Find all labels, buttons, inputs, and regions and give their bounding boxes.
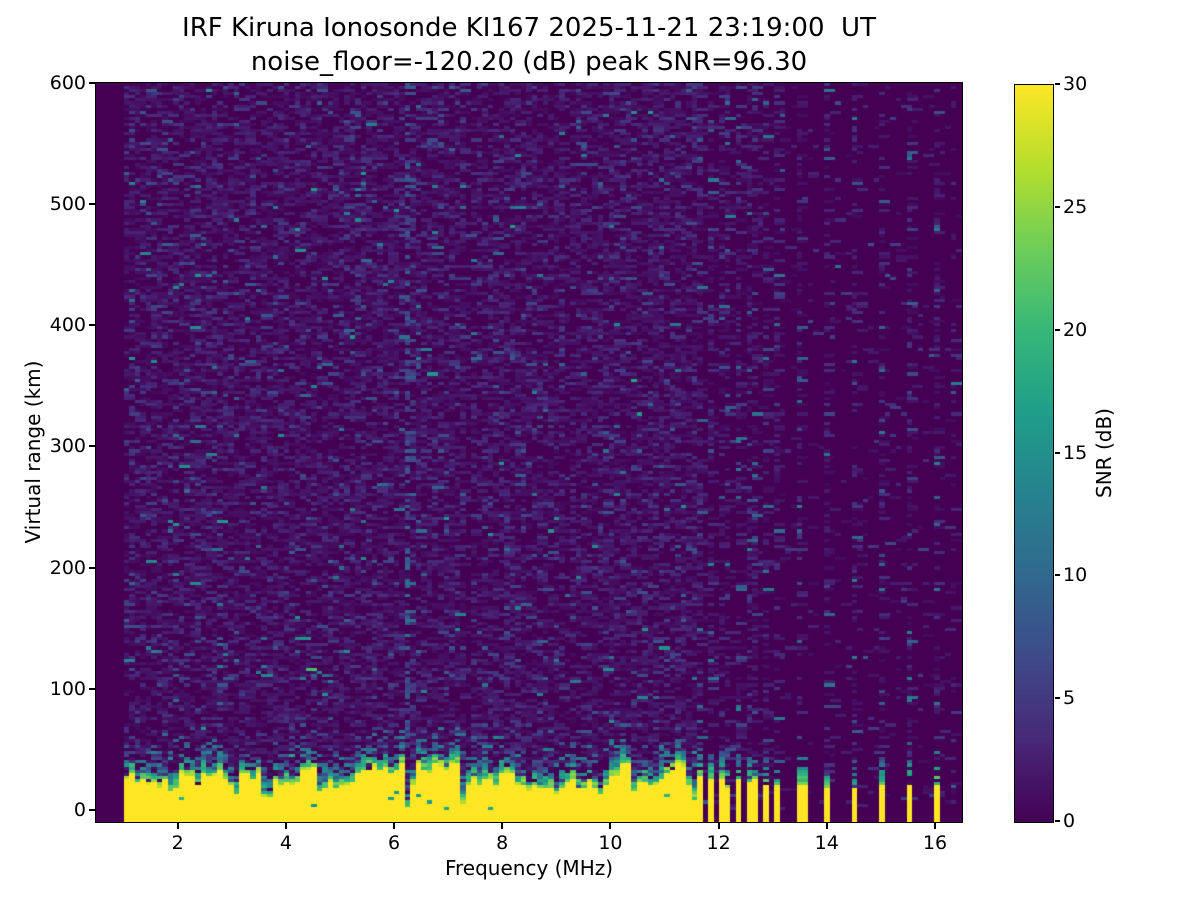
colorbar-tick-label: 30 xyxy=(1063,73,1088,95)
y-tick-mark xyxy=(89,445,95,448)
plot-area xyxy=(95,82,963,823)
y-tick-label: 400 xyxy=(49,314,86,337)
y-tick-mark xyxy=(89,808,95,811)
x-tick-mark xyxy=(717,823,720,829)
y-tick-label: 0 xyxy=(73,798,86,821)
x-tick-mark xyxy=(501,823,504,829)
x-axis-label: Frequency (MHz) xyxy=(444,856,614,880)
x-tick-mark xyxy=(825,823,828,829)
x-tick-label: 2 xyxy=(171,832,184,854)
colorbar-tick-mark xyxy=(1055,328,1060,331)
y-tick-label: 300 xyxy=(49,435,86,458)
x-tick-label: 6 xyxy=(387,832,401,854)
x-tick-mark xyxy=(609,823,612,829)
y-tick-mark xyxy=(89,82,95,84)
colorbar-canvas xyxy=(1015,85,1053,822)
colorbar-tick-label: 20 xyxy=(1063,318,1088,341)
y-tick-label: 500 xyxy=(49,193,86,216)
figure-title-line2: noise_floor=-120.20 (dB) peak SNR=96.30 xyxy=(250,47,808,77)
colorbar-tick-label: 25 xyxy=(1063,195,1088,218)
x-tick-label: 16 xyxy=(922,832,948,854)
y-tick-label: 600 xyxy=(49,72,86,94)
colorbar-tick-mark xyxy=(1055,574,1060,577)
y-tick-mark xyxy=(89,687,95,690)
colorbar-tick-mark xyxy=(1055,451,1060,454)
x-tick-label: 12 xyxy=(706,832,731,854)
colorbar-tick-label: 0 xyxy=(1063,810,1076,832)
heatmap-canvas xyxy=(96,83,962,822)
colorbar-tick-mark xyxy=(1055,697,1060,700)
x-tick-mark xyxy=(176,823,179,829)
x-tick-label: 4 xyxy=(279,832,292,854)
colorbar xyxy=(1014,84,1054,823)
x-tick-mark xyxy=(393,823,396,829)
y-tick-mark xyxy=(89,324,95,327)
colorbar-tick-mark xyxy=(1055,83,1060,85)
y-tick-mark xyxy=(89,203,95,206)
colorbar-tick-label: 10 xyxy=(1063,564,1088,587)
x-tick-label: 14 xyxy=(814,832,839,854)
figure-title-line1: IRF Kiruna Ionosonde KI167 2025-11-21 23… xyxy=(182,13,876,43)
y-tick-label: 100 xyxy=(49,677,86,700)
x-tick-mark xyxy=(933,823,936,829)
x-tick-label: 8 xyxy=(496,832,509,854)
y-tick-label: 200 xyxy=(49,556,86,579)
colorbar-tick-label: 5 xyxy=(1063,687,1076,710)
x-tick-label: 10 xyxy=(598,832,623,854)
colorbar-tick-mark xyxy=(1055,820,1060,822)
colorbar-tick-mark xyxy=(1055,205,1060,208)
x-tick-mark xyxy=(284,823,287,829)
y-tick-mark xyxy=(89,566,95,569)
colorbar-tick-label: 15 xyxy=(1063,441,1088,464)
